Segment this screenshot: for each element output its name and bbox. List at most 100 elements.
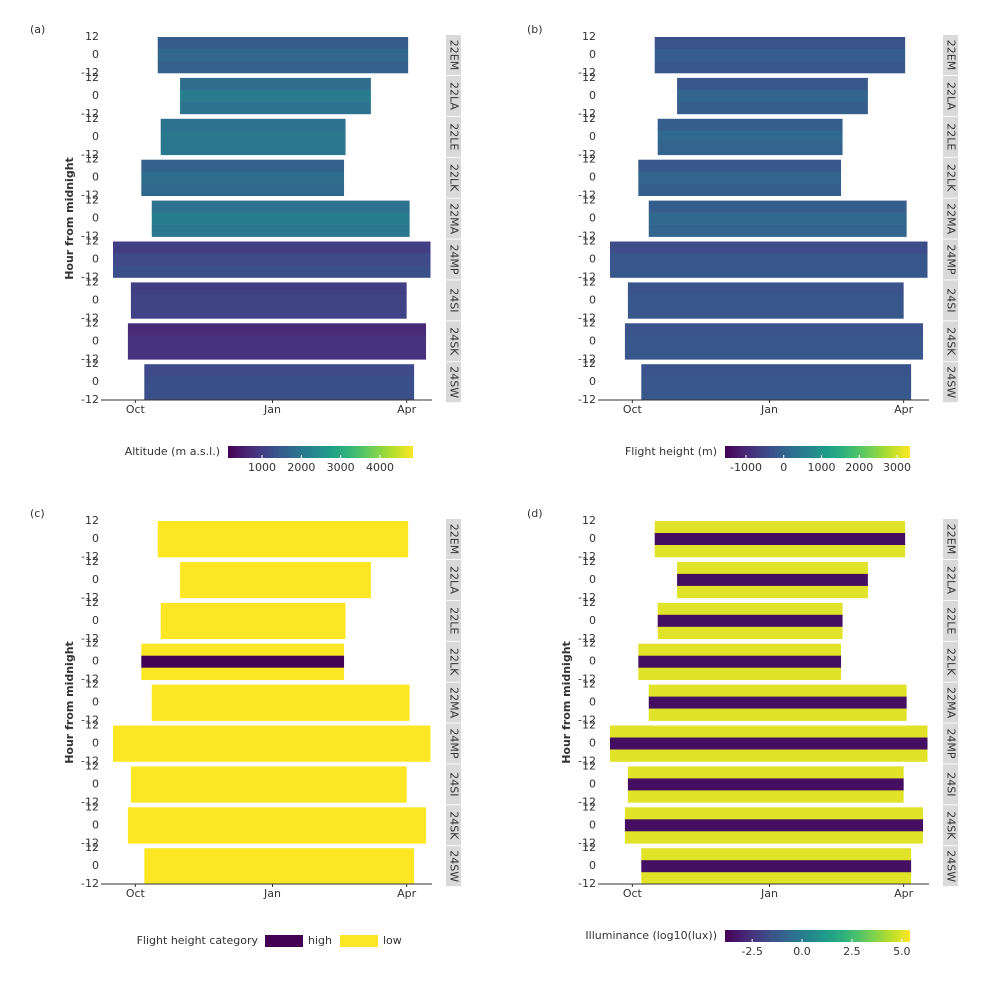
- strip: [446, 239, 461, 280]
- colorbar-title: Illuminance (log10(lux)): [585, 929, 717, 942]
- y-tick-label: 0: [92, 696, 99, 709]
- y-tick-label: -12: [578, 271, 596, 284]
- y-tick-label: -12: [578, 714, 596, 727]
- strip: [446, 682, 461, 723]
- y-tick-label: 0: [589, 818, 596, 831]
- y-tick-label: -12: [578, 632, 596, 645]
- y-tick-label: -12: [578, 189, 596, 202]
- strip-label: 22LA: [945, 566, 958, 594]
- heat-cell: [130, 766, 407, 779]
- y-tick-label: -12: [578, 673, 596, 686]
- heat-cell: [638, 171, 842, 184]
- y-tick-label: 12: [582, 678, 596, 691]
- strip: [446, 321, 461, 362]
- heat-cell: [160, 614, 346, 628]
- y-tick-label: 12: [85, 153, 99, 166]
- heat-cell: [151, 212, 410, 225]
- strip: [943, 75, 958, 116]
- colorbar-title: Altitude (m a.s.l.): [125, 445, 220, 458]
- colorbar-tick-label: 5.0: [893, 945, 911, 958]
- y-tick-label: -12: [81, 66, 99, 79]
- strip-label: 22LK: [448, 648, 461, 676]
- legend-label: high: [308, 934, 332, 947]
- heat-cell: [130, 282, 407, 295]
- heat-cell: [157, 61, 409, 74]
- y-tick-label: -12: [578, 755, 596, 768]
- y-tick-label: 12: [582, 275, 596, 288]
- heat-cell: [624, 819, 924, 832]
- y-tick-label: -12: [578, 393, 596, 406]
- y-tick-label: 12: [582, 153, 596, 166]
- strip-label: 22LA: [945, 82, 958, 110]
- strip-label: 24SK: [448, 811, 461, 840]
- y-tick-label: 12: [85, 514, 99, 527]
- heat-cell: [610, 241, 928, 254]
- heat-cell: [648, 708, 907, 721]
- heat-cell: [113, 725, 431, 738]
- heat-cell: [141, 159, 345, 172]
- y-tick-label: -12: [578, 550, 596, 563]
- strip: [943, 559, 958, 600]
- colorbar: [228, 446, 413, 458]
- x-tick-label: Oct: [623, 887, 643, 900]
- y-tick-label: 12: [85, 71, 99, 84]
- y-axis-title: Hour from midnight: [63, 157, 76, 280]
- strip-label: 22LE: [448, 607, 461, 634]
- heat-cell: [641, 364, 912, 377]
- heat-cell: [610, 737, 928, 750]
- heat-cell: [641, 376, 912, 389]
- y-tick-label: 0: [589, 737, 596, 750]
- y-tick-label: 0: [589, 573, 596, 586]
- x-tick-label: Oct: [126, 887, 146, 900]
- legend-label: low: [383, 934, 402, 947]
- y-tick-label: 12: [582, 637, 596, 650]
- y-tick-label: 12: [85, 235, 99, 248]
- heat-cell: [610, 749, 928, 762]
- strip-label: 22EM: [945, 40, 958, 70]
- heat-cell: [144, 860, 415, 873]
- strip-label: 22LK: [448, 164, 461, 192]
- legend-swatch: [340, 935, 378, 947]
- heat-cell: [624, 831, 924, 844]
- colorbar-tick-label: 2000: [287, 461, 315, 474]
- y-tick-label: 12: [85, 112, 99, 125]
- y-tick-label: -12: [81, 550, 99, 563]
- heat-cell: [113, 737, 431, 750]
- x-tick-label: Oct: [126, 403, 146, 416]
- y-tick-label: -12: [578, 836, 596, 849]
- heat-cell: [151, 200, 410, 213]
- legend-title: Flight height category: [137, 934, 259, 947]
- heat-cell: [610, 265, 928, 278]
- strip: [943, 198, 958, 239]
- y-tick-label: 12: [85, 357, 99, 370]
- panel-label: (b): [527, 23, 543, 36]
- heat-cell: [141, 643, 345, 656]
- y-tick-label: -12: [81, 107, 99, 120]
- heat-cell: [157, 533, 409, 546]
- strip: [446, 805, 461, 846]
- y-tick-label: 0: [92, 89, 99, 102]
- heat-cell: [648, 224, 907, 237]
- y-tick-label: 0: [589, 655, 596, 668]
- heat-cell: [627, 282, 904, 295]
- y-tick-label: -12: [578, 148, 596, 161]
- strip: [943, 280, 958, 321]
- heat-cell: [151, 708, 410, 721]
- y-tick-label: -12: [81, 836, 99, 849]
- y-tick-label: 0: [92, 212, 99, 225]
- y-tick-label: 0: [589, 334, 596, 347]
- heat-cell: [624, 347, 924, 360]
- y-tick-label: -12: [578, 311, 596, 324]
- strip: [446, 157, 461, 198]
- strip-label: 24MP: [448, 244, 461, 274]
- strip-label: 22LA: [448, 566, 461, 594]
- x-tick-label: Jan: [263, 887, 281, 900]
- heat-cell: [127, 807, 427, 820]
- strip-label: 24SI: [945, 772, 958, 796]
- y-tick-label: 12: [582, 800, 596, 813]
- panel: (d) Hour from midnight 12 0 -12 22EM 12 0 -12 22L…: [527, 507, 958, 958]
- heat-cell: [160, 130, 346, 144]
- heat-cell: [624, 807, 924, 820]
- heat-cell: [180, 585, 371, 599]
- y-tick-label: 12: [582, 316, 596, 329]
